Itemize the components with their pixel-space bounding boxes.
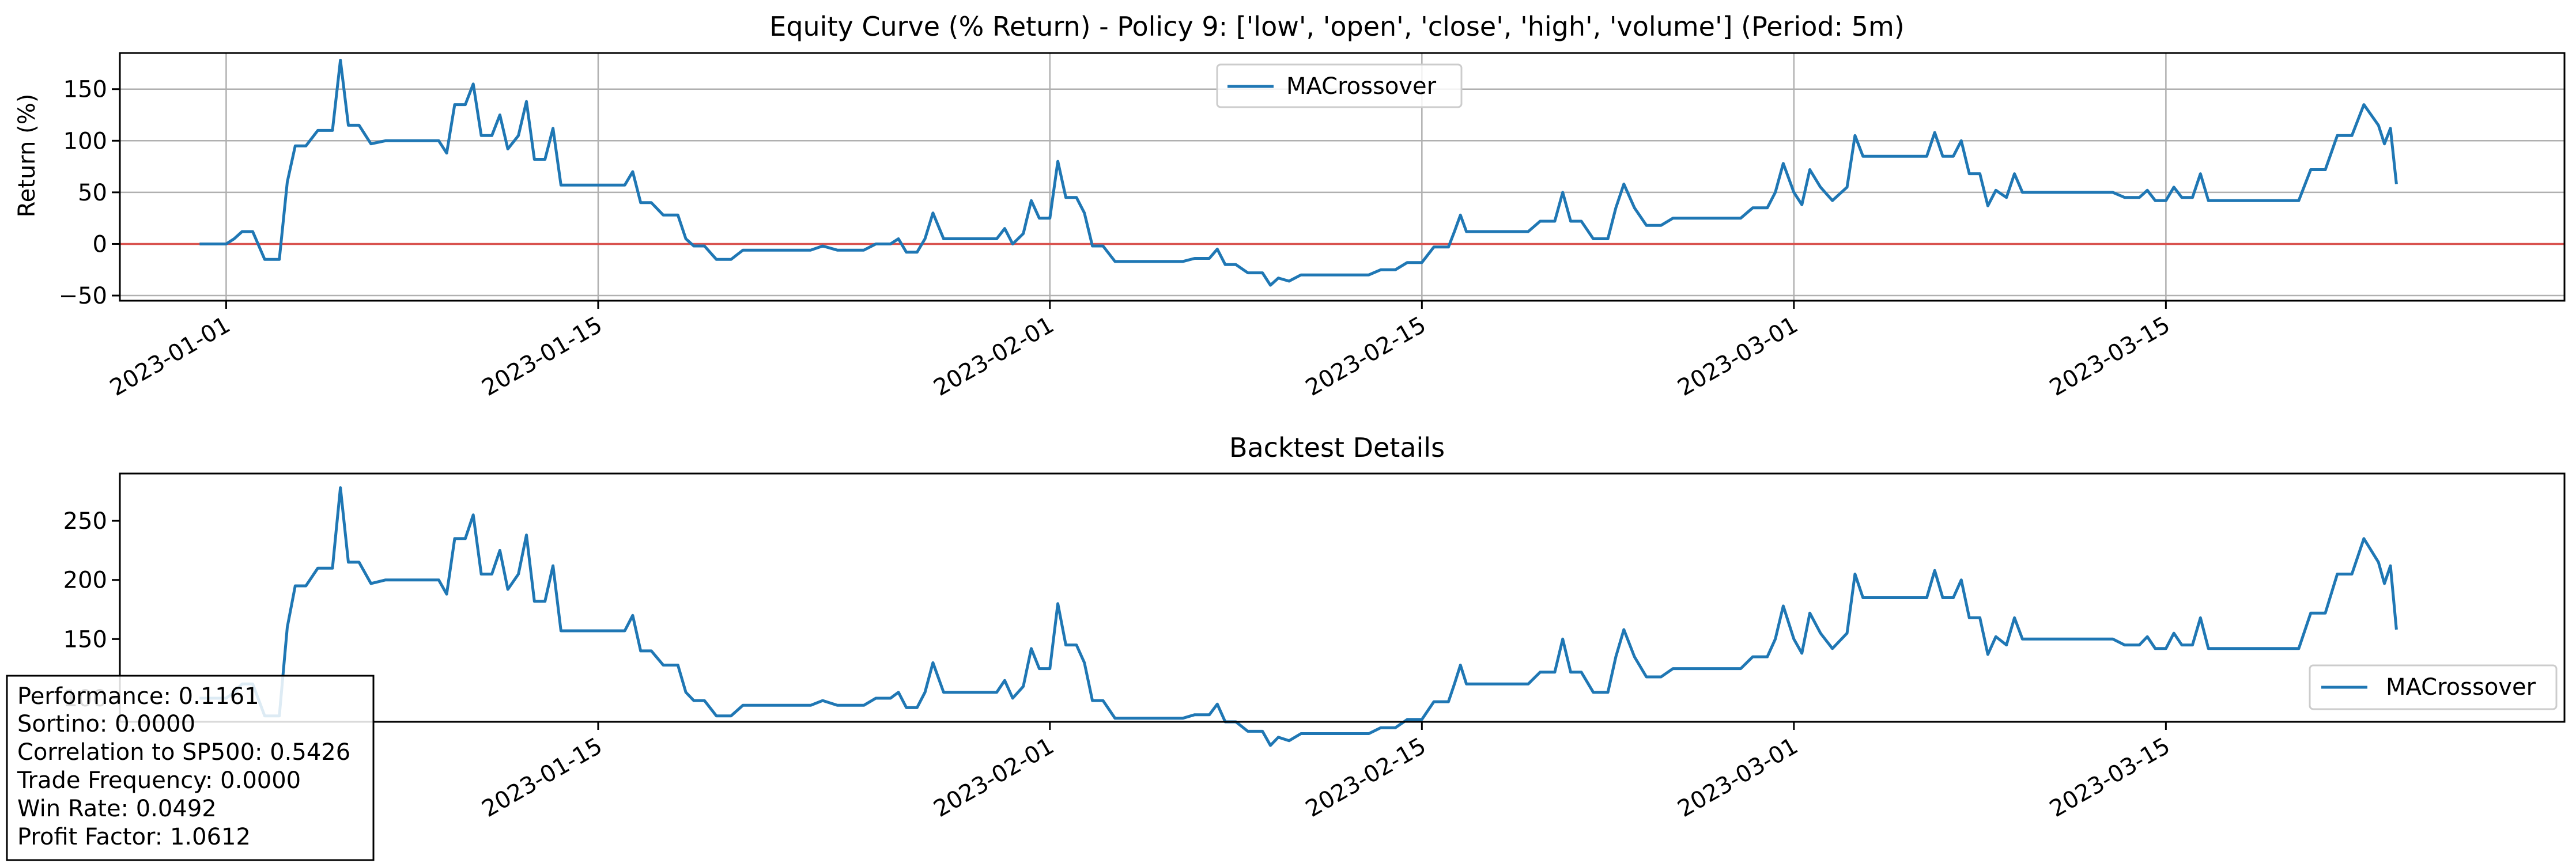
backtest-details-series-line bbox=[199, 486, 2398, 747]
metric-correlation: Correlation to SP500: 0.5426 bbox=[17, 739, 350, 766]
equity-curve-ylabel: Return (%) bbox=[14, 94, 40, 218]
equity-curve-series-line bbox=[199, 59, 2398, 287]
y-tick-label: 200 bbox=[63, 567, 107, 594]
backtest-details-title: Backtest Details bbox=[1229, 432, 1445, 463]
backtest-details-axes-frame bbox=[119, 472, 2566, 723]
y-tick-label: 150 bbox=[63, 626, 107, 653]
equity-curve-legend-box bbox=[1216, 63, 1463, 108]
backtest-details-legend-box bbox=[2309, 664, 2558, 710]
equity-curve-legend-label: MACrossover bbox=[1286, 73, 1437, 100]
backtest-details-legend-label: MACrossover bbox=[2386, 674, 2536, 701]
y-tick-label: 150 bbox=[63, 77, 107, 103]
backtest-details-legend: MACrossover bbox=[2309, 664, 2558, 710]
y-tick-label: −50 bbox=[59, 283, 107, 309]
y-tick-label: 0 bbox=[93, 231, 107, 258]
y-tick-label: 100 bbox=[63, 128, 107, 154]
metrics-box-frame bbox=[6, 675, 375, 861]
y-tick-label: 250 bbox=[63, 508, 107, 535]
metrics-box: Performance: 0.1161 Sortino: 0.0000 Corr… bbox=[6, 675, 375, 861]
metric-performance: Performance: 0.1161 bbox=[17, 683, 259, 710]
equity-curve-axes-frame bbox=[119, 52, 2566, 302]
metric-trade-frequency: Trade Frequency: 0.0000 bbox=[17, 767, 301, 794]
equity-curve-y-ticks: −50 0 50 100 150 bbox=[59, 77, 120, 309]
metric-profit-factor: Profit Factor: 1.0612 bbox=[17, 824, 251, 850]
metric-win-rate: Win Rate: 0.0492 bbox=[17, 796, 217, 822]
metric-sortino: Sortino: 0.0000 bbox=[17, 711, 195, 737]
equity-curve-legend: MACrossover bbox=[1216, 63, 1463, 108]
y-tick-label: 50 bbox=[78, 180, 107, 206]
equity-curve-title: Equity Curve (% Return) - Policy 9: ['lo… bbox=[769, 11, 1904, 42]
